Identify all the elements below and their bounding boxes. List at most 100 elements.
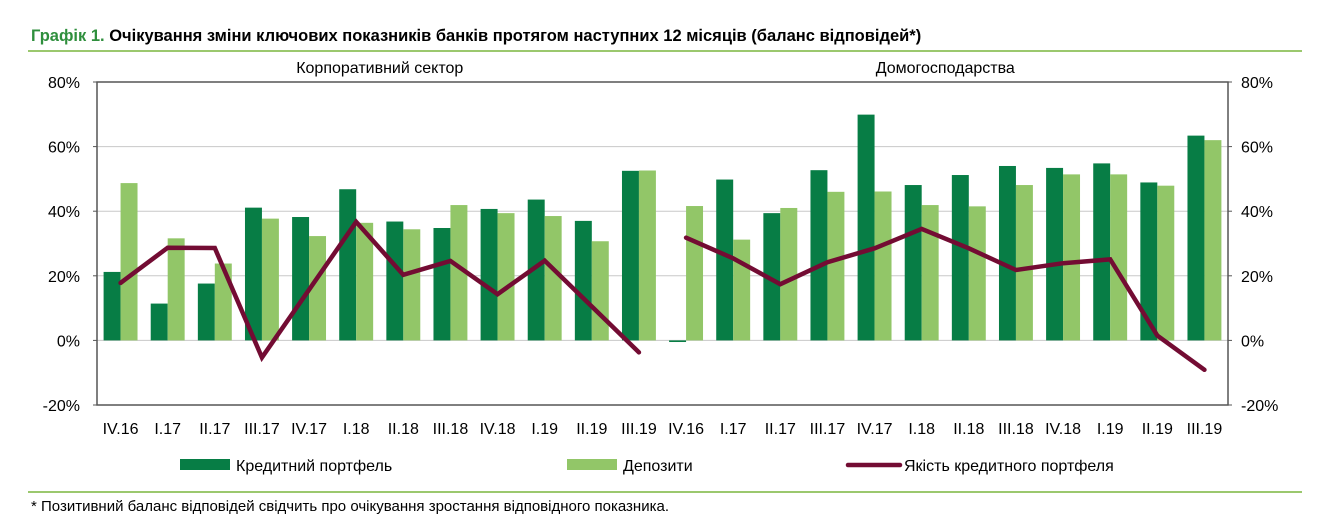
bar-deposits	[827, 191, 845, 341]
x-tick-label: II.17	[765, 421, 796, 438]
bar-credit-portfolio	[433, 227, 451, 341]
bar-deposits	[780, 207, 798, 341]
bar-credit-portfolio	[998, 165, 1016, 341]
bar-deposits	[544, 216, 562, 341]
footnote: * Позитивний баланс відповідей свідчить …	[31, 498, 669, 515]
bar-deposits	[497, 213, 515, 341]
bar-deposits	[1015, 185, 1033, 341]
group-label: Домогосподарства	[876, 60, 1015, 77]
x-tick-label: I.18	[343, 421, 370, 438]
bar-deposits	[686, 206, 704, 341]
x-tick-label: III.18	[998, 421, 1034, 438]
x-tick-label: IV.16	[103, 421, 139, 438]
x-tick-label: III.17	[244, 421, 280, 438]
bar-deposits	[733, 239, 751, 341]
footnote-rule	[28, 491, 1302, 493]
bar-deposits	[638, 170, 656, 341]
y-tick-label-right: 0%	[1241, 333, 1264, 350]
chart-number: Графік 1.	[31, 27, 105, 45]
legend-credit-portfolio-swatch	[180, 459, 230, 470]
bar-credit-portfolio	[1187, 135, 1205, 341]
x-tick-label: I.19	[531, 421, 558, 438]
line-credit-quality	[118, 218, 642, 363]
x-tick-label: I.19	[1097, 421, 1124, 438]
bar-deposits	[167, 238, 185, 341]
chart-title-text: Очікування зміни ключових показників бан…	[109, 27, 922, 45]
y-tick-label-right: 80%	[1241, 75, 1273, 92]
bar-deposits	[1204, 140, 1222, 341]
x-tick-label: II.18	[953, 421, 984, 438]
x-tick-label: III.17	[810, 421, 846, 438]
bar-deposits	[921, 205, 939, 341]
legend-deposits-label: Депозити	[623, 458, 693, 475]
y-tick-label-right: 20%	[1241, 269, 1273, 286]
bar-credit-portfolio	[244, 207, 262, 341]
plot-area	[96, 81, 1229, 406]
x-tick-label: IV.18	[480, 421, 516, 438]
bar-deposits	[309, 236, 327, 341]
bar-deposits	[968, 206, 986, 341]
bar-deposits	[450, 205, 468, 341]
legend-credit-portfolio-label: Кредитний портфель	[236, 458, 392, 475]
bar-credit-portfolio	[339, 189, 357, 341]
bar-deposits	[1063, 174, 1081, 341]
y-tick-label-left: 80%	[48, 75, 80, 92]
chart-title: Графік 1. Очікування зміни ключових пока…	[31, 27, 921, 46]
bar-credit-portfolio	[716, 179, 734, 341]
bar-credit-portfolio	[1140, 182, 1158, 341]
x-tick-label: II.19	[576, 421, 607, 438]
bar-credit-portfolio	[857, 114, 875, 341]
y-tick-label-left: 20%	[48, 269, 80, 286]
x-tick-label: IV.17	[291, 421, 327, 438]
x-tick-label: I.17	[720, 421, 747, 438]
y-tick-label-left: 0%	[57, 333, 80, 350]
x-tick-label: I.18	[908, 421, 935, 438]
legend-credit-quality-label: Якість кредитного портфеля	[904, 458, 1114, 475]
x-tick-label: II.17	[199, 421, 230, 438]
bar-credit-portfolio	[103, 271, 121, 341]
bar-deposits	[403, 229, 421, 341]
bar-deposits	[356, 222, 374, 341]
x-tick-label: III.18	[433, 421, 469, 438]
bar-credit-portfolio	[527, 199, 545, 341]
bar-credit-portfolio	[150, 303, 168, 341]
y-tick-label-left: 60%	[48, 140, 80, 157]
y-tick-label-right: 40%	[1241, 204, 1273, 221]
bar-deposits	[1110, 174, 1128, 341]
bar-credit-portfolio	[763, 213, 781, 341]
bar-credit-portfolio	[386, 221, 404, 341]
bar-credit-portfolio	[904, 185, 922, 341]
x-tick-label: II.18	[388, 421, 419, 438]
x-tick-label: IV.18	[1045, 421, 1081, 438]
bar-credit-portfolio	[669, 340, 687, 343]
bar-deposits	[261, 218, 279, 341]
y-tick-label-right: 60%	[1241, 140, 1273, 157]
bar-credit-portfolio	[574, 220, 592, 341]
legend-deposits-swatch	[567, 459, 617, 470]
y-tick-label-left: -20%	[43, 398, 80, 415]
title-rule	[28, 50, 1302, 52]
bar-deposits	[591, 241, 609, 341]
bar-credit-portfolio	[810, 170, 828, 341]
x-tick-label: II.19	[1142, 421, 1173, 438]
group-label: Корпоративний сектор	[296, 60, 463, 77]
x-tick-label: IV.16	[668, 421, 704, 438]
bar-credit-portfolio	[621, 170, 639, 341]
bar-deposits	[214, 263, 232, 341]
bar-deposits	[120, 183, 138, 341]
bar-credit-portfolio	[1093, 163, 1111, 341]
x-tick-label: IV.17	[857, 421, 893, 438]
bar-credit-portfolio	[197, 283, 215, 341]
bar-credit-portfolio	[951, 175, 969, 341]
y-tick-label-right: -20%	[1241, 398, 1278, 415]
x-tick-label: III.19	[621, 421, 657, 438]
bar-deposits	[874, 191, 892, 341]
bar-credit-portfolio	[480, 208, 498, 341]
x-tick-label: III.19	[1187, 421, 1223, 438]
line-credit-quality	[683, 226, 1207, 373]
bar-credit-portfolio	[1046, 167, 1064, 341]
bar-credit-portfolio	[292, 217, 310, 341]
x-tick-label: I.17	[154, 421, 181, 438]
bar-deposits	[1157, 185, 1175, 341]
